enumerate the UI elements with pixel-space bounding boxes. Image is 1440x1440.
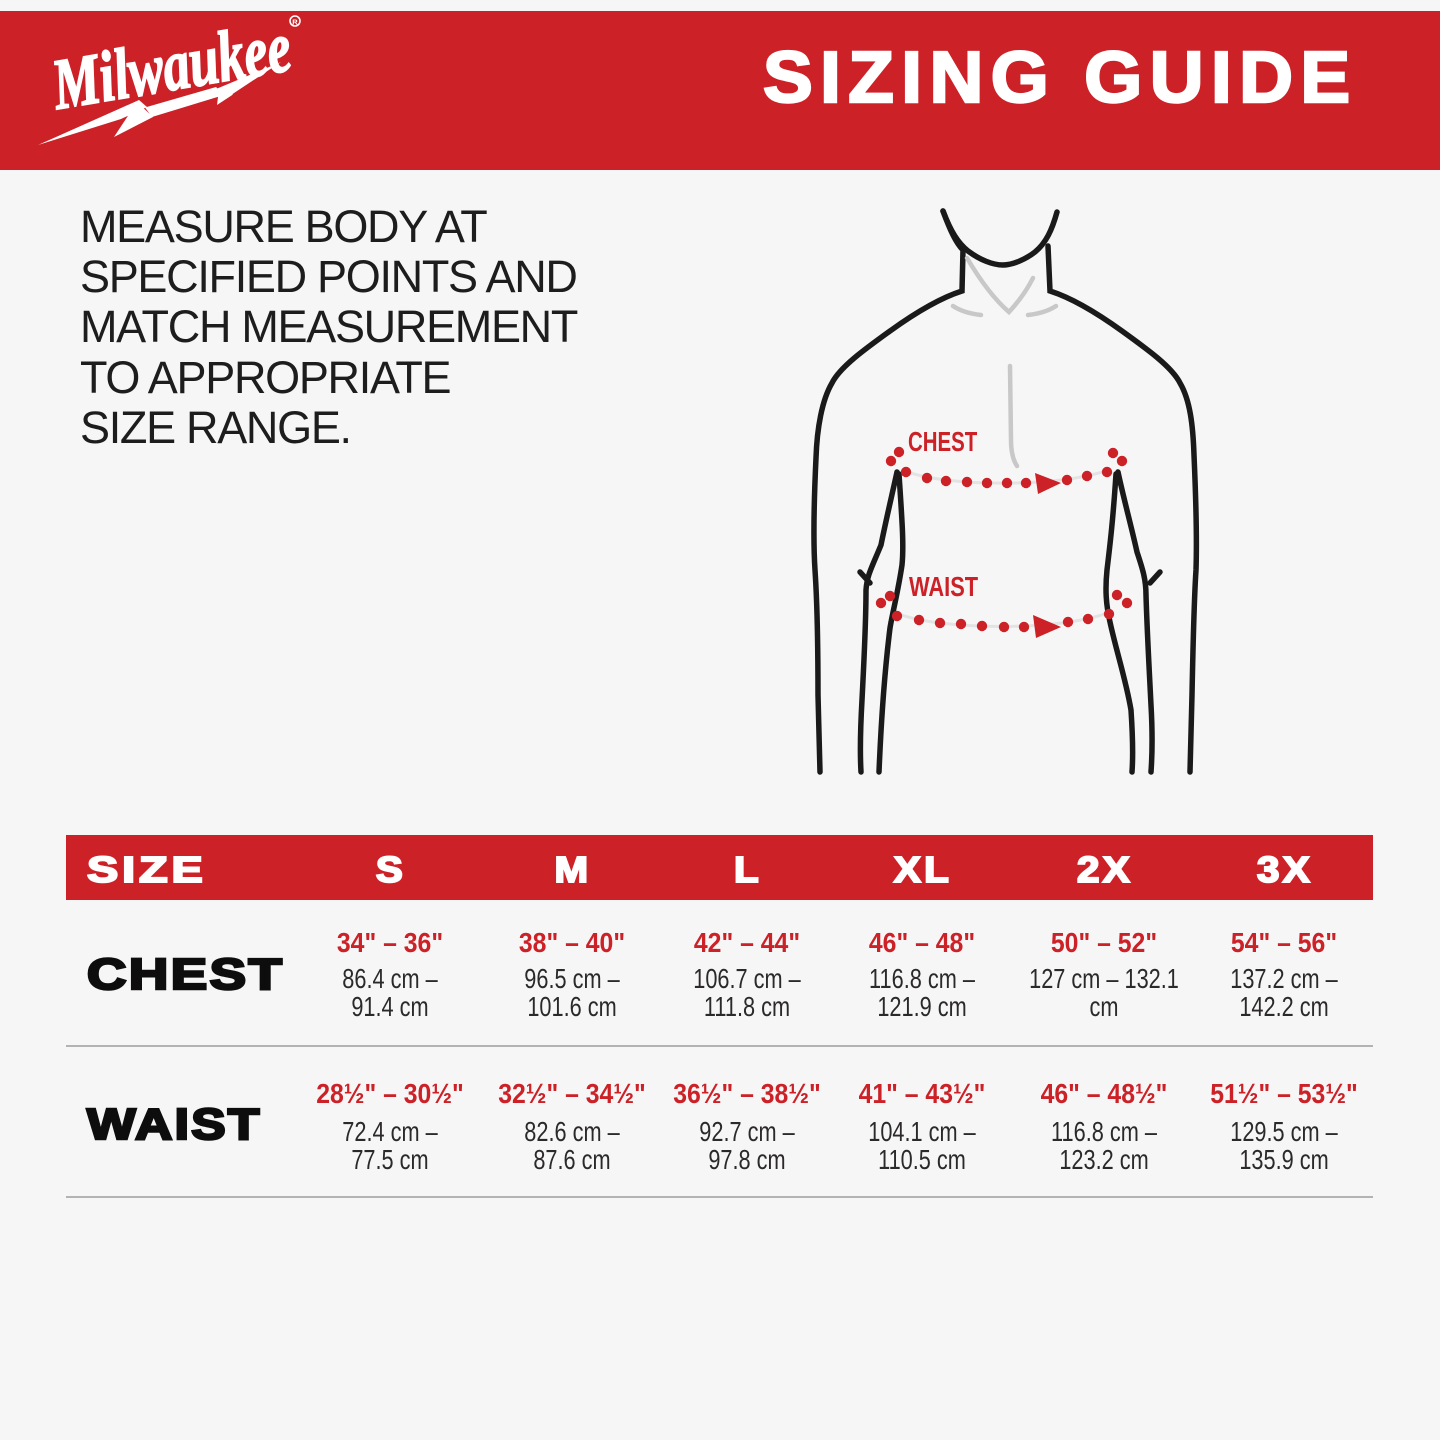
svg-text:R: R <box>292 18 298 27</box>
svg-text:WAIST: WAIST <box>909 571 979 602</box>
svg-text:CHEST: CHEST <box>908 427 977 458</box>
